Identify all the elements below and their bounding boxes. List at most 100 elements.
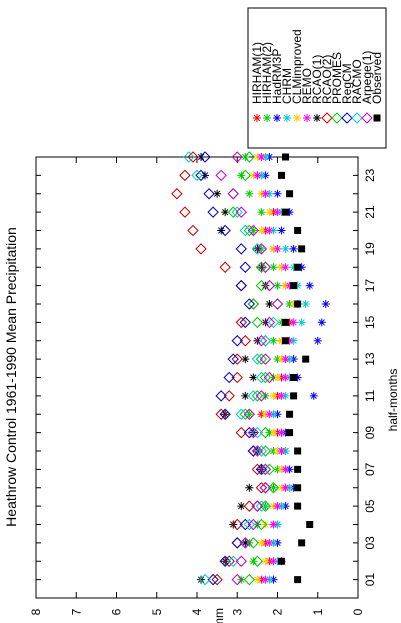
data-point xyxy=(282,208,290,216)
legend-label: HIRHAM(1) xyxy=(250,42,264,104)
data-marks xyxy=(171,151,330,586)
data-point xyxy=(241,153,250,161)
data-point xyxy=(243,518,256,531)
data-point xyxy=(251,353,264,365)
legend-marker xyxy=(253,114,261,122)
data-point xyxy=(265,538,274,547)
data-point xyxy=(239,316,252,329)
data-point xyxy=(251,390,264,402)
data-point xyxy=(277,226,286,235)
data-point xyxy=(261,520,270,529)
data-point xyxy=(263,463,276,476)
legend-marker xyxy=(313,114,321,122)
data-point xyxy=(221,208,230,217)
axis-ticks xyxy=(35,156,359,598)
legend-marker xyxy=(373,114,381,122)
data-point xyxy=(251,445,264,457)
data-point xyxy=(247,224,260,237)
data-point xyxy=(179,206,191,218)
data-point xyxy=(294,502,302,510)
data-point xyxy=(253,520,262,529)
data-point xyxy=(253,244,262,253)
data-point xyxy=(273,502,282,511)
data-point xyxy=(255,371,268,384)
data-point xyxy=(273,208,282,217)
data-point xyxy=(243,573,256,586)
x-tick-label: 15 xyxy=(363,315,377,329)
data-point xyxy=(302,355,310,363)
x-tick-label: 07 xyxy=(363,462,377,476)
data-point xyxy=(245,483,254,492)
data-point xyxy=(255,243,268,255)
data-point xyxy=(195,243,207,255)
data-point xyxy=(269,391,278,400)
data-point xyxy=(245,189,254,198)
data-point xyxy=(243,224,256,237)
data-point xyxy=(219,408,231,420)
data-point xyxy=(255,261,268,273)
data-point xyxy=(227,206,239,218)
data-point xyxy=(239,408,252,420)
data-point xyxy=(309,391,318,400)
data-point xyxy=(298,245,306,253)
data-point xyxy=(273,244,282,253)
data-point xyxy=(247,426,260,439)
data-point xyxy=(239,335,252,347)
x-axis-title: half-months xyxy=(386,369,400,432)
data-point xyxy=(265,226,274,235)
data-point xyxy=(269,428,278,437)
data-point xyxy=(215,390,227,402)
data-point xyxy=(239,224,252,237)
x-tick-label: 03 xyxy=(363,536,377,550)
data-point xyxy=(191,169,203,182)
data-point xyxy=(269,557,278,566)
data-point xyxy=(251,555,264,567)
legend-label: PROMES xyxy=(330,52,344,104)
data-point xyxy=(207,573,219,586)
data-point xyxy=(281,244,290,253)
data-point xyxy=(197,575,206,584)
data-point xyxy=(251,500,264,512)
data-point xyxy=(259,261,272,273)
y-tick-label: 7 xyxy=(69,608,83,615)
y-tick-label: 5 xyxy=(150,608,164,615)
data-point xyxy=(294,263,302,271)
data-point xyxy=(239,169,252,182)
data-point xyxy=(294,576,302,584)
data-point xyxy=(247,445,260,457)
data-point xyxy=(255,445,268,457)
data-point xyxy=(282,318,290,326)
data-point xyxy=(223,390,235,402)
data-point xyxy=(187,151,199,163)
data-point xyxy=(294,300,302,308)
legend xyxy=(247,7,387,149)
data-point xyxy=(171,188,183,200)
data-point xyxy=(247,298,260,310)
series-arpege-1- xyxy=(215,151,284,586)
data-point xyxy=(265,208,274,217)
data-point xyxy=(247,537,260,549)
legend-label: RACMO xyxy=(350,59,364,104)
data-point xyxy=(255,390,268,402)
series-regcm xyxy=(195,151,272,586)
data-point xyxy=(239,537,252,549)
data-point xyxy=(235,408,247,420)
data-point xyxy=(290,392,298,400)
data-point xyxy=(235,206,247,218)
legend-label: RCAO(2) xyxy=(320,55,334,104)
data-point xyxy=(271,298,284,310)
data-point xyxy=(199,151,211,163)
y-tick-label: 2 xyxy=(271,608,285,615)
data-point xyxy=(227,555,239,567)
legend-marker xyxy=(341,112,353,124)
data-point xyxy=(290,282,298,290)
data-point xyxy=(278,171,286,179)
data-point xyxy=(219,224,231,237)
data-point xyxy=(305,281,314,290)
x-tick-label: 21 xyxy=(363,205,377,219)
data-point xyxy=(235,316,247,329)
legend-marker xyxy=(351,112,363,124)
data-point xyxy=(313,336,322,345)
legend-marker xyxy=(273,114,281,122)
data-point xyxy=(243,500,256,512)
